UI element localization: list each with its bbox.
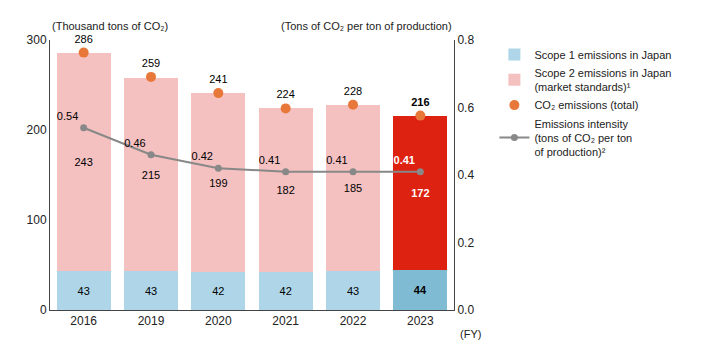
svg-text:(Thousand tons of CO₂): (Thousand tons of CO₂) — [52, 20, 168, 32]
svg-text:185: 185 — [344, 182, 362, 194]
svg-text:241: 241 — [209, 73, 227, 85]
svg-text:199: 199 — [209, 177, 227, 189]
svg-text:Scope 2 emissions in Japan(mar: Scope 2 emissions in Japan(market standa… — [534, 67, 671, 93]
svg-text:224: 224 — [276, 88, 294, 100]
svg-text:228: 228 — [344, 85, 362, 97]
svg-text:(Tons of CO₂ per ton of produc: (Tons of CO₂ per ton of production) — [281, 20, 452, 32]
svg-text:2023: 2023 — [407, 314, 434, 328]
svg-text:CO₂ emissions (total): CO₂ emissions (total) — [534, 99, 638, 111]
svg-text:2020: 2020 — [205, 314, 232, 328]
svg-text:172: 172 — [411, 187, 429, 199]
svg-text:0.41: 0.41 — [259, 154, 280, 166]
svg-text:100: 100 — [27, 213, 47, 227]
svg-text:0.2: 0.2 — [457, 236, 474, 250]
svg-text:0.4: 0.4 — [457, 168, 474, 182]
svg-text:182: 182 — [276, 184, 294, 196]
svg-text:0.54: 0.54 — [57, 110, 78, 122]
svg-text:300: 300 — [27, 33, 47, 47]
svg-text:243: 243 — [74, 156, 92, 168]
svg-text:0: 0 — [40, 303, 47, 317]
svg-text:42: 42 — [212, 285, 224, 297]
svg-text:2021: 2021 — [272, 314, 299, 328]
svg-text:2019: 2019 — [138, 314, 165, 328]
svg-text:43: 43 — [78, 285, 90, 297]
svg-text:43: 43 — [347, 285, 359, 297]
svg-text:44: 44 — [414, 284, 427, 296]
svg-text:43: 43 — [145, 285, 157, 297]
svg-text:42: 42 — [280, 285, 292, 297]
svg-text:0.6: 0.6 — [457, 101, 474, 115]
svg-text:0.41: 0.41 — [394, 154, 415, 166]
svg-text:Scope 1 emissions in Japan: Scope 1 emissions in Japan — [534, 49, 671, 61]
svg-text:215: 215 — [142, 169, 160, 181]
svg-text:200: 200 — [27, 123, 47, 137]
svg-text:2022: 2022 — [340, 314, 367, 328]
svg-text:0.42: 0.42 — [192, 150, 213, 162]
svg-text:0.8: 0.8 — [457, 33, 474, 47]
svg-text:286: 286 — [74, 33, 92, 45]
svg-text:259: 259 — [142, 57, 160, 69]
svg-text:Emissions intensity(tons of CO: Emissions intensity(tons of CO₂ per tono… — [534, 118, 632, 159]
svg-text:216: 216 — [411, 96, 429, 108]
svg-text:0.41: 0.41 — [326, 154, 347, 166]
svg-text:(FY): (FY) — [460, 328, 481, 340]
svg-text:2016: 2016 — [70, 314, 97, 328]
svg-text:0.0: 0.0 — [457, 303, 474, 317]
svg-text:0.46: 0.46 — [124, 137, 145, 149]
